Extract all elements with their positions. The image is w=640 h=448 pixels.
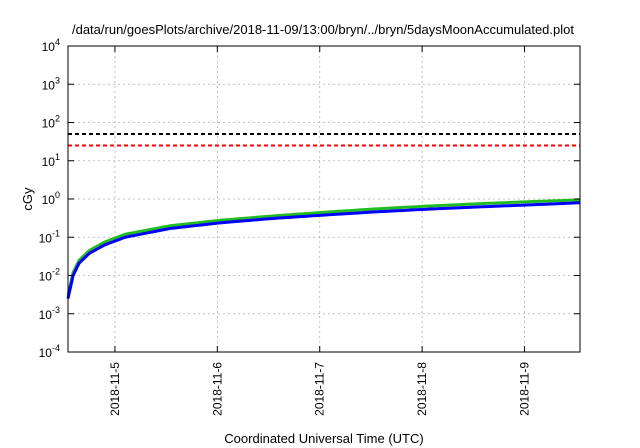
y-tick-label: 103 (42, 75, 60, 92)
x-tick-label: 2018-11-5 (108, 362, 122, 416)
y-tick-label: 10-1 (39, 228, 60, 245)
x-tick-label: 2018-11-9 (518, 362, 532, 416)
x-tick-label: 2018-11-6 (210, 362, 224, 416)
series-line-2 (66, 201, 581, 299)
y-tick-labels: 10-4 10-3 10-2 10-1 100 101 102 103 104 (39, 37, 580, 360)
x-tick-label: 2018-11-8 (415, 362, 429, 416)
x-tick-labels: 2018-11-5 2018-11-6 2018-11-7 2018-11-8 2018… (108, 46, 532, 416)
y-tick-label: 10-2 (39, 267, 60, 284)
y-axis-label: cGy (20, 187, 35, 211)
y-tick-label: 101 (42, 152, 60, 169)
y-tick-label: 10-3 (39, 305, 60, 322)
y-tick-label: 104 (42, 37, 60, 54)
y-tick-label: 100 (42, 190, 60, 207)
chart-title: /data/run/goesPlots/archive/2018-11-09/1… (72, 22, 574, 37)
y-tick-label: 10-4 (39, 343, 60, 360)
x-tick-label: 2018-11-7 (313, 362, 327, 416)
reference-lines (68, 133, 580, 147)
y-tick-label: 102 (42, 114, 60, 131)
series-lines (66, 198, 581, 299)
series-line-1 (66, 198, 581, 296)
grid-lines (68, 46, 580, 352)
x-axis-label: Coordinated Universal Time (UTC) (224, 431, 423, 446)
